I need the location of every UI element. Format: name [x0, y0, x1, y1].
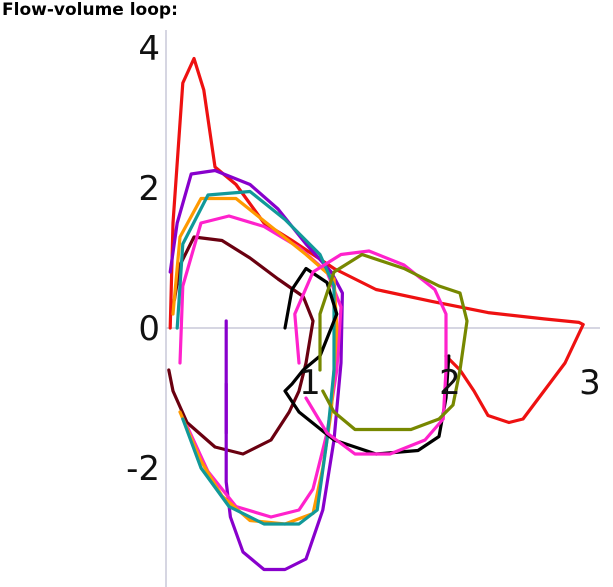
series-layer [167, 56, 585, 572]
chart-title: Flow-volume loop: [2, 0, 178, 20]
y-tick-label: 2 [138, 169, 160, 209]
ticks-layer: 4 2 0 -2 1 2 3 [126, 29, 601, 489]
series-line-8 [283, 266, 451, 456]
series-line-1 [168, 56, 585, 425]
x-tick-label: 1 [299, 363, 321, 403]
y-tick-label: 0 [138, 309, 160, 349]
series-line-9 [293, 249, 448, 456]
series-line-7 [175, 189, 336, 526]
series-line-5 [178, 214, 343, 519]
y-tick-label: 4 [138, 29, 160, 69]
x-tick-label: 3 [579, 363, 601, 403]
x-tick-label: 2 [439, 363, 461, 403]
y-tick-label: -2 [126, 449, 160, 489]
series-line-10 [318, 252, 469, 432]
axes [165, 30, 600, 587]
series-line-2 [167, 235, 315, 456]
series-line-3 [168, 168, 344, 572]
